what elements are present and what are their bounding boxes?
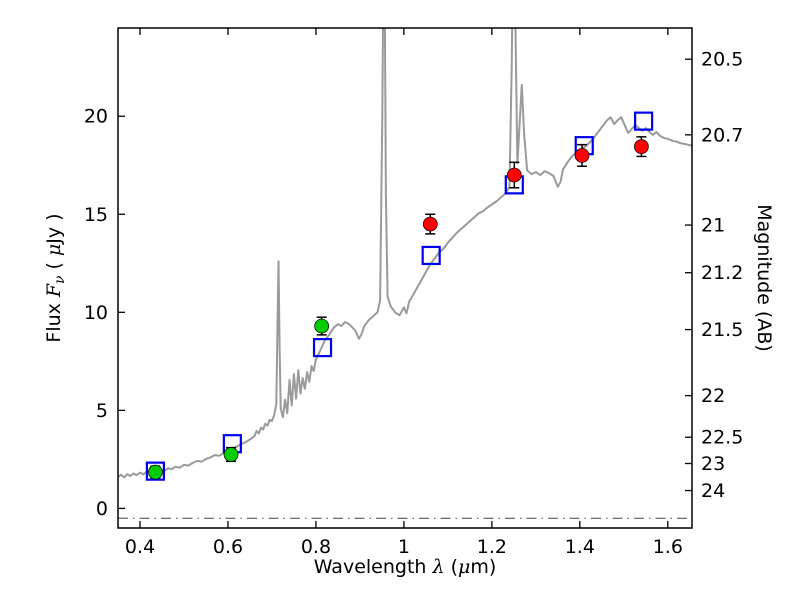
model-photometry-square — [312, 338, 333, 358]
y-tick-label-left: 0 — [96, 498, 108, 520]
y-tick-label-left: 15 — [84, 204, 108, 226]
y-tick-label-right: 21.2 — [701, 262, 743, 284]
axis-label-part: Flux — [43, 297, 65, 343]
x-tick-label: 0.6 — [213, 536, 243, 558]
y-tick-label-right: 22.5 — [701, 427, 743, 449]
x-tick-label: 0.4 — [125, 536, 155, 558]
model-photometry-square — [145, 461, 165, 481]
x-tick-label: 1.6 — [653, 536, 683, 558]
y-tick-label-right: 22 — [701, 385, 725, 407]
observed-photometry-green-point — [148, 464, 163, 480]
axis-label-part: ( — [444, 556, 458, 578]
observed-photometry-red-point — [574, 148, 590, 163]
x-axis-label: Wavelength λ (μm) — [314, 556, 497, 578]
y-axis-label-right: Magnitude (AB) — [753, 204, 775, 352]
y-tick-label-right: 21.5 — [701, 319, 743, 341]
axis-label-part: μ — [457, 556, 471, 578]
axis-label-part: F — [43, 283, 65, 298]
observed-photometry-red-point — [422, 216, 438, 232]
observed-photometry-green-point — [314, 318, 329, 334]
x-tick-label: 0.8 — [301, 536, 331, 558]
model-photometry-square — [421, 245, 441, 266]
axis-label-part: ν — [51, 275, 68, 284]
y-tick-label-right: 20.5 — [701, 49, 743, 71]
plot-frame — [117, 27, 693, 529]
x-tick-label: 1.2 — [477, 536, 507, 558]
y-tick-label-left: 20 — [84, 106, 108, 128]
axis-label-part: λ — [432, 556, 445, 578]
x-tick-label: 1 — [398, 536, 410, 558]
model-photometry-square — [634, 111, 654, 131]
y-tick-label-right: 21 — [701, 215, 725, 237]
y-tick-label-left: 10 — [84, 302, 108, 324]
spectrum-line — [118, 28, 692, 479]
observed-photometry-red-point — [634, 139, 649, 154]
y-tick-label-right: 24 — [701, 480, 725, 502]
y-axis-label-left: Flux Fν ( μJy ) — [43, 213, 68, 343]
axis-label-part: μ — [43, 243, 65, 257]
x-tick-label: 1.4 — [565, 536, 595, 558]
y-tick-label-left: 5 — [96, 400, 108, 422]
axis-label-part: m) — [470, 556, 497, 578]
y-tick-label-right: 23 — [701, 453, 725, 475]
observed-photometry-red-point — [506, 167, 522, 183]
axis-label-part: Jy ) — [43, 213, 65, 244]
axis-label-part: ( — [43, 256, 65, 276]
axis-label-part: Wavelength — [313, 556, 433, 578]
y-tick-label-right: 20.7 — [701, 124, 743, 146]
observed-photometry-green-point — [223, 447, 239, 462]
